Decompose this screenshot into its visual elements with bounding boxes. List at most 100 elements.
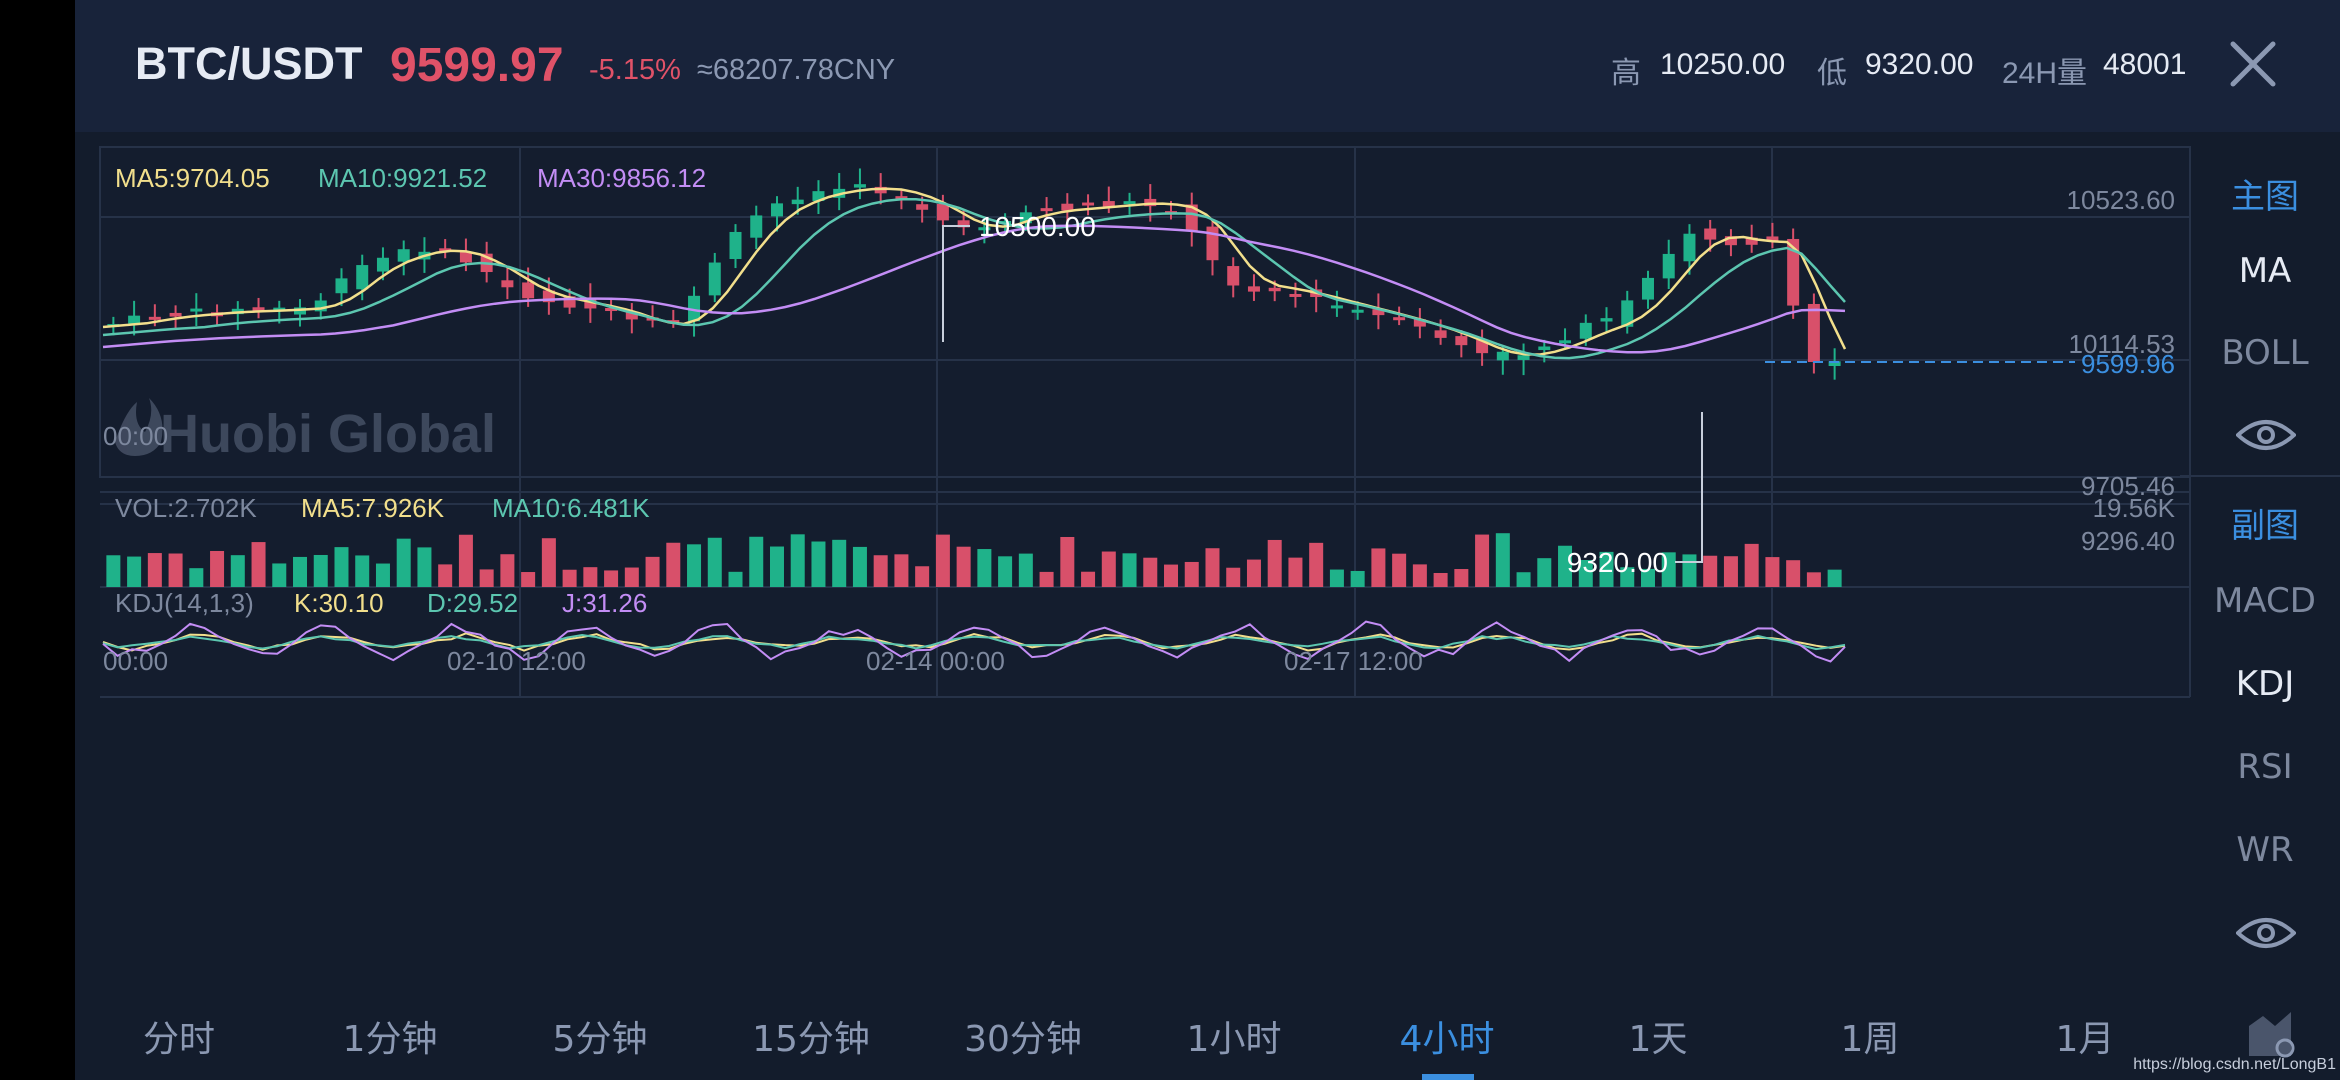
kdj-d: D:29.52 <box>427 588 518 618</box>
candle-body <box>791 199 804 205</box>
candle-body <box>895 196 908 200</box>
candle-body <box>148 316 161 320</box>
indicator-rsi[interactable]: RSI <box>2237 747 2293 787</box>
volume-bar <box>521 572 536 587</box>
sidebar-divider <box>2180 475 2340 477</box>
candle-body <box>1662 253 1675 279</box>
time-tick: 00:00 <box>103 421 168 451</box>
volume-bar <box>1723 556 1738 587</box>
vol-label: 24H量 <box>2002 57 2088 90</box>
candle-body <box>1641 277 1654 300</box>
volume-bar <box>1101 551 1116 587</box>
volume-bar <box>230 555 245 587</box>
candle-body <box>1538 346 1551 351</box>
candle-body <box>1579 322 1592 339</box>
volume-bar <box>189 568 204 587</box>
candle-body <box>688 295 701 322</box>
indicator-macd[interactable]: MACD <box>2214 581 2316 621</box>
cny-price: ≈68207.78CNY <box>697 54 896 86</box>
tab-timeshare[interactable]: 分时 <box>142 1019 215 1060</box>
volume-bar <box>562 569 577 587</box>
candle-body <box>1496 351 1509 361</box>
volume-bar <box>313 554 328 587</box>
volume-bar <box>272 563 287 587</box>
volume-bar <box>334 547 349 587</box>
volume-bar <box>1475 534 1490 587</box>
low-stat: 低 <box>1817 48 1847 92</box>
volume-bar <box>541 538 556 587</box>
candle-body <box>252 307 265 311</box>
volume-bar <box>1806 572 1821 587</box>
indicator-ma[interactable]: MA <box>2238 251 2292 291</box>
tab-4hour[interactable]: 4小时 <box>1399 1019 1495 1060</box>
low-value-wrap: 9320.00 <box>1865 48 1973 82</box>
volume-bar <box>1392 553 1407 587</box>
time-tick: 02-10 12:00 <box>447 646 586 676</box>
candle-body <box>605 308 618 312</box>
chart-settings-icon[interactable] <box>2245 1006 2299 1060</box>
volume-bar <box>1599 551 1614 587</box>
candle-body <box>916 204 929 210</box>
trading-pair: BTC/USDT <box>135 38 363 89</box>
huobi-watermark: Huobi Global <box>115 398 496 464</box>
volume-bar <box>1786 560 1801 587</box>
time-tick: 02-14 00:00 <box>866 646 1005 676</box>
volume-bar <box>1039 571 1054 587</box>
trading-app: BTC/USDT 9599.97 -5.15% ≈68207.78CNY 高 1… <box>75 0 2340 1080</box>
volume-bar <box>1412 564 1427 587</box>
kline-chart[interactable]: Huobi Global MA5:9704.05 MA10:9921.52 MA… <box>75 132 2340 982</box>
ma10-label: MA10:9921.52 <box>318 163 487 193</box>
tab-30min[interactable]: 30分钟 <box>964 1019 1082 1060</box>
eye-icon[interactable] <box>2236 913 2296 953</box>
tab-1week[interactable]: 1周 <box>1840 1019 1900 1060</box>
max-annotation-line <box>942 225 970 342</box>
watermark-text: Huobi Global <box>160 404 496 464</box>
min-annotation-line <box>1675 412 1703 563</box>
volume-bar <box>375 563 390 587</box>
candle-body <box>542 290 555 303</box>
volume-bar <box>1495 533 1510 587</box>
volume-bar <box>1309 542 1324 587</box>
volume-bar <box>935 534 950 587</box>
candle-body <box>1559 340 1572 344</box>
volume-bar <box>1744 543 1759 587</box>
volume-bar <box>355 555 370 587</box>
volume-bar <box>1350 570 1365 587</box>
eye-icon[interactable] <box>2236 415 2296 455</box>
candle-body <box>1807 303 1820 362</box>
kdj-k: K:30.10 <box>294 588 384 618</box>
vol-stat: 24H量 <box>2002 48 2087 92</box>
volume-bar <box>915 566 930 587</box>
active-tab-indicator <box>1422 1074 1474 1080</box>
tab-5min[interactable]: 5分钟 <box>552 1019 648 1060</box>
candle-body <box>273 307 286 311</box>
close-icon[interactable] <box>2225 36 2281 92</box>
volume-bar <box>210 550 225 587</box>
candle-body <box>439 248 452 252</box>
indicator-kdj[interactable]: KDJ <box>2235 664 2295 704</box>
volume-bar <box>1267 539 1282 587</box>
low-value: 9320.00 <box>1865 48 1974 81</box>
last-price: 9599.97 <box>390 39 564 92</box>
tab-1min[interactable]: 1分钟 <box>342 1019 438 1060</box>
candle-body <box>1724 236 1737 246</box>
indicator-boll[interactable]: BOLL <box>2221 333 2309 373</box>
volume-bars <box>106 533 1842 587</box>
tab-1day[interactable]: 1天 <box>1628 1019 1688 1060</box>
candle-body <box>376 257 389 272</box>
indicator-wr[interactable]: WR <box>2236 830 2294 870</box>
price-tick: 10114.53 <box>2068 329 2175 359</box>
candle-body <box>1227 266 1240 286</box>
ticker-header: BTC/USDT 9599.97 -5.15% ≈68207.78CNY 高 1… <box>75 0 2340 132</box>
price-tick: 9705.46 <box>2081 471 2175 501</box>
candle-body <box>1828 361 1841 367</box>
tab-15min[interactable]: 15分钟 <box>752 1019 870 1060</box>
chart-area[interactable]: Huobi Global MA5:9704.05 MA10:9921.52 MA… <box>75 132 2340 982</box>
tab-1month[interactable]: 1月 <box>2055 1019 2115 1060</box>
kdj-j: J:31.26 <box>562 588 647 618</box>
volume-bar <box>127 556 142 587</box>
candle-body <box>1268 287 1281 292</box>
tab-1hour[interactable]: 1小时 <box>1186 1019 1282 1060</box>
candle-body <box>978 227 991 231</box>
ma5-label: MA5:9704.05 <box>115 163 270 193</box>
